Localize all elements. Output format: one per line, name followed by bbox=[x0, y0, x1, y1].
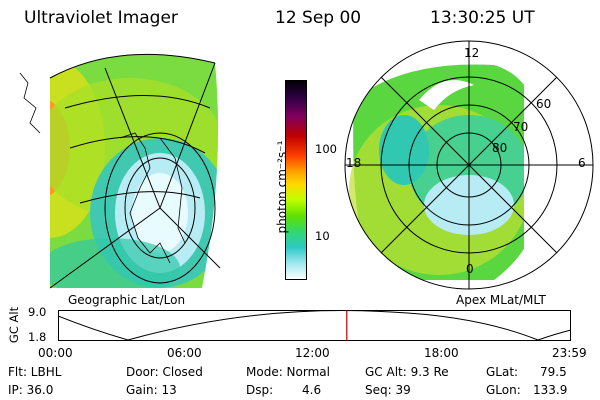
geographic-image bbox=[19, 53, 221, 289]
gain-info: Gain: 13 bbox=[126, 383, 177, 397]
glat-value: 79.5 bbox=[540, 365, 567, 379]
filter-info: Flt: LBHL bbox=[8, 365, 62, 379]
geographic-label: Geographic Lat/Lon bbox=[68, 293, 186, 307]
dsp-label: Dsp: bbox=[246, 383, 274, 397]
polar-plot bbox=[344, 40, 594, 290]
mode-info: Mode: Normal bbox=[246, 365, 330, 379]
time-label: 13:30:25 UT bbox=[430, 8, 535, 28]
ip-info: IP: 36.0 bbox=[8, 383, 54, 397]
glon-label: GLon: bbox=[486, 383, 521, 397]
altitude-xtick-1200: 12:00 bbox=[295, 346, 330, 360]
mlt-label-0: 0 bbox=[466, 262, 474, 276]
lat-label-80: 80 bbox=[492, 141, 508, 155]
apex-label: Apex MLat/MLT bbox=[456, 293, 546, 307]
altitude-plot bbox=[58, 310, 572, 341]
altitude-xtick-2359: 23:59 bbox=[552, 346, 587, 360]
altitude-xtick-0600: 06:00 bbox=[167, 346, 202, 360]
colorbar-unit-label: photon cm⁻²s⁻¹ bbox=[275, 140, 289, 234]
altitude-ytick-bottom: 1.8 bbox=[28, 330, 47, 344]
dsp-value: 4.6 bbox=[302, 383, 322, 397]
colorbar bbox=[285, 80, 307, 280]
altitude-ytick-top: 9.0 bbox=[28, 305, 47, 319]
date-label: 12 Sep 00 bbox=[275, 8, 362, 28]
glon-value: 133.9 bbox=[533, 383, 568, 397]
door-info: Door: Closed bbox=[126, 365, 203, 379]
altitude-ylabel: GC Alt bbox=[7, 306, 21, 344]
gc-alt-info: GC Alt: 9.3 Re bbox=[365, 365, 449, 379]
mlt-label-12: 12 bbox=[464, 46, 480, 60]
colorbar-tick-100: 100 bbox=[315, 142, 337, 156]
altitude-xtick-1800: 18:00 bbox=[424, 346, 459, 360]
seq-info: Seq: 39 bbox=[365, 383, 411, 397]
mlt-label-18: 18 bbox=[346, 156, 362, 170]
instrument-title: Ultraviolet Imager bbox=[24, 8, 178, 28]
mlt-label-6: 6 bbox=[578, 156, 586, 170]
lat-label-60: 60 bbox=[536, 97, 552, 111]
altitude-xtick-0000: 00:00 bbox=[38, 346, 73, 360]
colorbar-tick-10: 10 bbox=[315, 229, 330, 243]
glat-label: GLat: bbox=[486, 365, 519, 379]
lat-label-70: 70 bbox=[513, 120, 529, 134]
